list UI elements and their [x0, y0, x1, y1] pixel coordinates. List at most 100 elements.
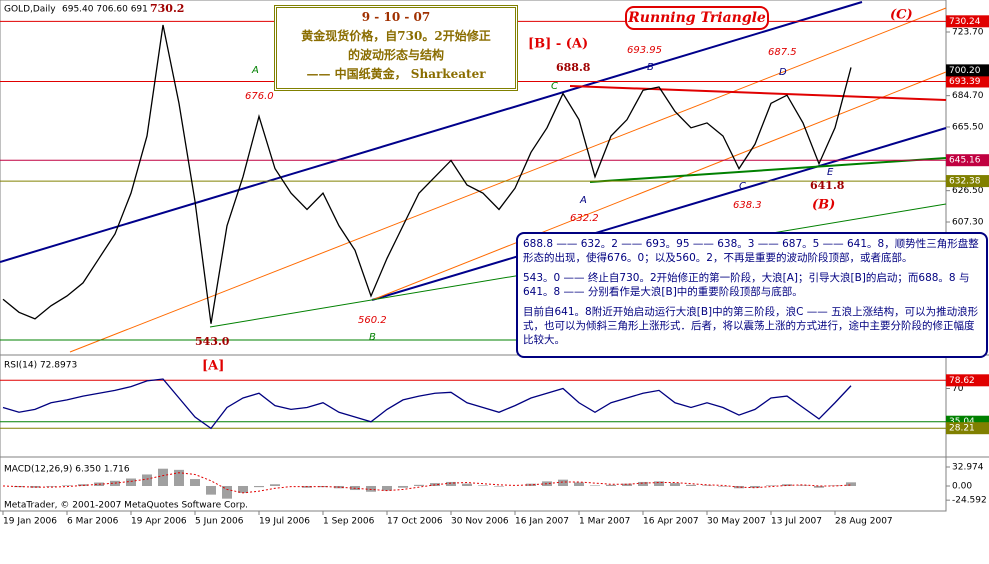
level-box [946, 15, 989, 28]
macd-bar [542, 481, 552, 486]
annotation: 693.95 [627, 45, 662, 56]
x-tick-label: 19 Jan 2006 [3, 517, 57, 527]
macd-bar [798, 485, 808, 486]
annotation: 632.2 [570, 213, 599, 224]
y-tick-label: 665.50 [952, 123, 984, 133]
annotation: 638.3 [733, 200, 762, 211]
x-tick-label: 28 Aug 2007 [835, 517, 893, 527]
macd-bar [174, 469, 184, 486]
x-tick-label: 1 Mar 2007 [579, 517, 630, 527]
macd-title: MACD(12,26,9) 6.350 1.716 [4, 465, 130, 475]
y-tick-label: 723.70 [952, 27, 984, 37]
level-label: 632.38 [949, 177, 981, 187]
level-label: 645.16 [949, 156, 981, 166]
annotation: A [579, 195, 587, 206]
y-tick-label: 684.70 [952, 91, 984, 101]
macd-bar [190, 479, 200, 486]
macd-bar [142, 474, 152, 486]
macd-bar [718, 485, 728, 487]
trend-line [569, 85, 947, 101]
macd-bar [206, 485, 216, 495]
annotation: [A] [202, 359, 224, 374]
signal-line [2, 472, 852, 494]
x-tick-label: 30 Nov 2006 [451, 517, 509, 527]
macd-bar [382, 485, 392, 491]
rsi-title: RSI(14) 72.8973 [4, 361, 77, 371]
footer: MetaTrader, © 2001-2007 MetaQuotes Softw… [4, 501, 248, 511]
macd-bar [158, 468, 168, 486]
annotation: 688.8 [556, 61, 591, 74]
last-price-label: 700.20 [949, 66, 981, 76]
x-tick-label: 16 Apr 2007 [643, 517, 699, 527]
macd-bar [398, 485, 408, 488]
annotation: B [647, 62, 654, 73]
macd-bar [702, 485, 712, 486]
annotation: 560.2 [358, 315, 387, 326]
y-tick-label: 607.30 [952, 218, 984, 228]
annotation: 730.2 [150, 2, 184, 15]
level-label: 78.62 [949, 376, 975, 386]
annotation: [B] - (A) [528, 37, 588, 52]
macd-bar [238, 485, 248, 493]
macd-bar [494, 485, 504, 487]
x-tick-label: 30 May 2007 [707, 517, 766, 527]
macd-bar [62, 485, 72, 486]
level-label: 28.21 [949, 424, 975, 434]
annotation: A [251, 65, 259, 76]
macd-bar [590, 485, 600, 486]
annotation: 676.0 [245, 91, 274, 102]
annotation: B [369, 332, 376, 343]
trend-line [371, 71, 947, 301]
macd-bar [606, 484, 616, 486]
macd-bar [814, 485, 824, 488]
trend-line [589, 157, 947, 183]
x-tick-label: 1 Sep 2006 [323, 517, 375, 527]
level-box [946, 154, 989, 167]
trend-line [371, 127, 947, 301]
macd-bar [782, 484, 792, 486]
text-box: 9 - 10 - 07 黄金现货价格，自730。2开始修正 的波动形态与结构 —… [274, 5, 518, 91]
annotation: D [779, 67, 787, 78]
macd-bar [254, 485, 264, 488]
macd-bar [270, 484, 280, 486]
annotation: E [827, 167, 834, 178]
notes: 688.8 —— 632。2 —— 693。95 —— 638。3 —— 687… [516, 232, 988, 358]
last-price-box [946, 64, 989, 77]
macd-bar [478, 485, 488, 486]
macd-bar [366, 485, 376, 492]
macd-bar [750, 485, 760, 488]
macd-bar [446, 481, 456, 486]
y-tick-label: 70 [952, 384, 964, 394]
macd-bar [46, 485, 56, 487]
x-tick-label: 16 Jan 2007 [515, 517, 569, 527]
symbol: GOLD,Daily [4, 5, 56, 15]
annotation: 687.5 [768, 47, 797, 58]
note: 688.8 —— 632。2 —— 693。95 —— 638。3 —— 687… [523, 238, 979, 264]
box-line: 黄金现货价格，自730。2开始修正 [301, 29, 491, 43]
macd-bar [766, 485, 776, 486]
box-line: —— 中国纸黄金， Sharkeater [306, 67, 486, 81]
macd-bar [622, 483, 632, 486]
macd-bar [686, 484, 696, 486]
quote: 695.40 706.60 691 [62, 5, 148, 15]
note: 543。0 —— 终止自730。2开始修正的第一阶段，大浪[A]；引导大浪[B]… [523, 272, 970, 298]
annotation: (B) [812, 198, 835, 213]
annotation: C [551, 81, 558, 92]
macd-bar [654, 481, 664, 486]
note: 目前自641。8附近开始启动运行大浪[B]中的第三阶段，浪C —— 五浪上涨结构… [523, 306, 979, 346]
macd-bar [414, 484, 424, 486]
x-tick-label: 6 Mar 2006 [67, 517, 119, 527]
level-box [946, 75, 989, 88]
macd-bar [222, 485, 232, 499]
box-line: 的波动形态与结构 [347, 48, 444, 62]
macd-bar [638, 481, 648, 486]
y-tick-label: -24.592 [952, 496, 987, 506]
y-tick-label: 0.00 [952, 481, 972, 491]
x-tick-label: 5 Jun 2006 [195, 517, 244, 527]
x-tick-label: 19 Apr 2006 [131, 517, 187, 527]
annotation: 641.8 [810, 179, 845, 192]
level-label: 693.39 [949, 77, 981, 87]
macd-bar [846, 482, 856, 486]
macd-bar [574, 482, 584, 486]
macd-bar [670, 483, 680, 486]
